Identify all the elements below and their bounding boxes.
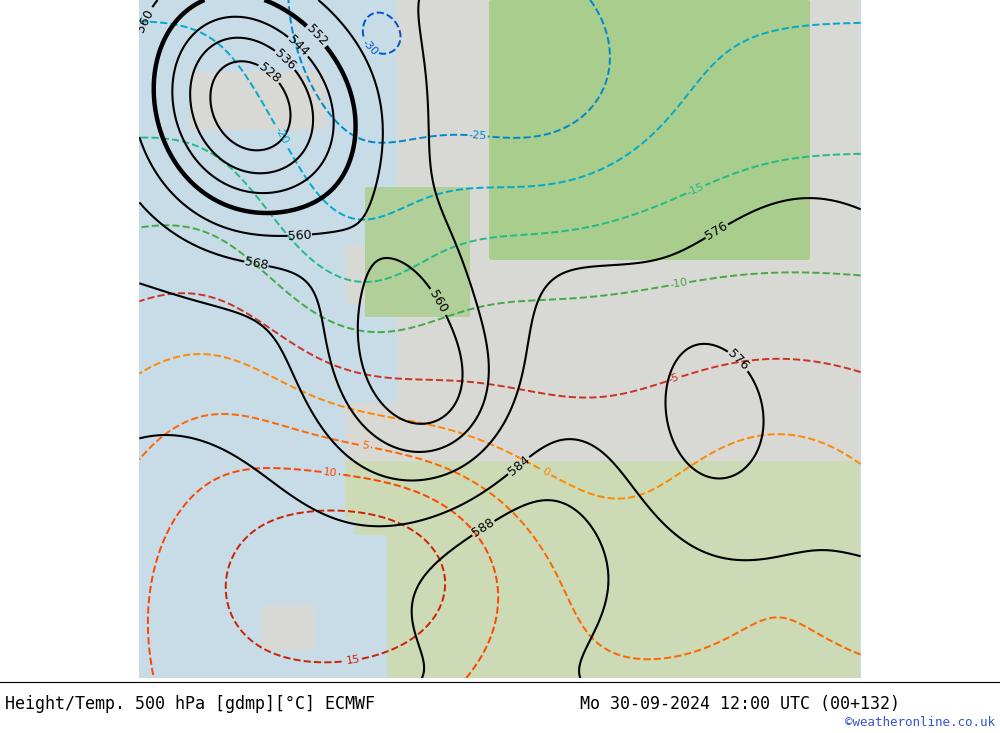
Text: 588: 588 xyxy=(470,516,497,540)
Text: Height/Temp. 500 hPa [gdmp][°C] ECMWF: Height/Temp. 500 hPa [gdmp][°C] ECMWF xyxy=(5,695,375,712)
Text: 560: 560 xyxy=(134,7,156,34)
Text: 10: 10 xyxy=(323,467,338,479)
Text: 15: 15 xyxy=(346,655,361,666)
Text: -10: -10 xyxy=(669,278,688,290)
Text: 552: 552 xyxy=(304,23,329,49)
Text: 568: 568 xyxy=(243,255,269,273)
Text: 576: 576 xyxy=(703,219,730,243)
Text: -20: -20 xyxy=(272,125,290,146)
Text: -15: -15 xyxy=(686,181,706,197)
Text: 0: 0 xyxy=(540,466,551,478)
Text: -5: -5 xyxy=(667,372,681,386)
Text: 536: 536 xyxy=(272,46,298,73)
Text: 5: 5 xyxy=(360,441,369,452)
Text: ©weatheronline.co.uk: ©weatheronline.co.uk xyxy=(845,715,995,729)
Text: Mo 30-09-2024 12:00 UTC (00+132): Mo 30-09-2024 12:00 UTC (00+132) xyxy=(580,695,900,712)
Text: 528: 528 xyxy=(256,60,283,85)
Text: 544: 544 xyxy=(285,33,311,59)
Text: 560: 560 xyxy=(287,228,312,243)
Text: -30: -30 xyxy=(360,37,379,58)
Text: 584: 584 xyxy=(505,453,532,478)
Text: 560: 560 xyxy=(427,288,450,315)
Text: -25: -25 xyxy=(468,130,487,141)
Text: 576: 576 xyxy=(725,347,751,373)
